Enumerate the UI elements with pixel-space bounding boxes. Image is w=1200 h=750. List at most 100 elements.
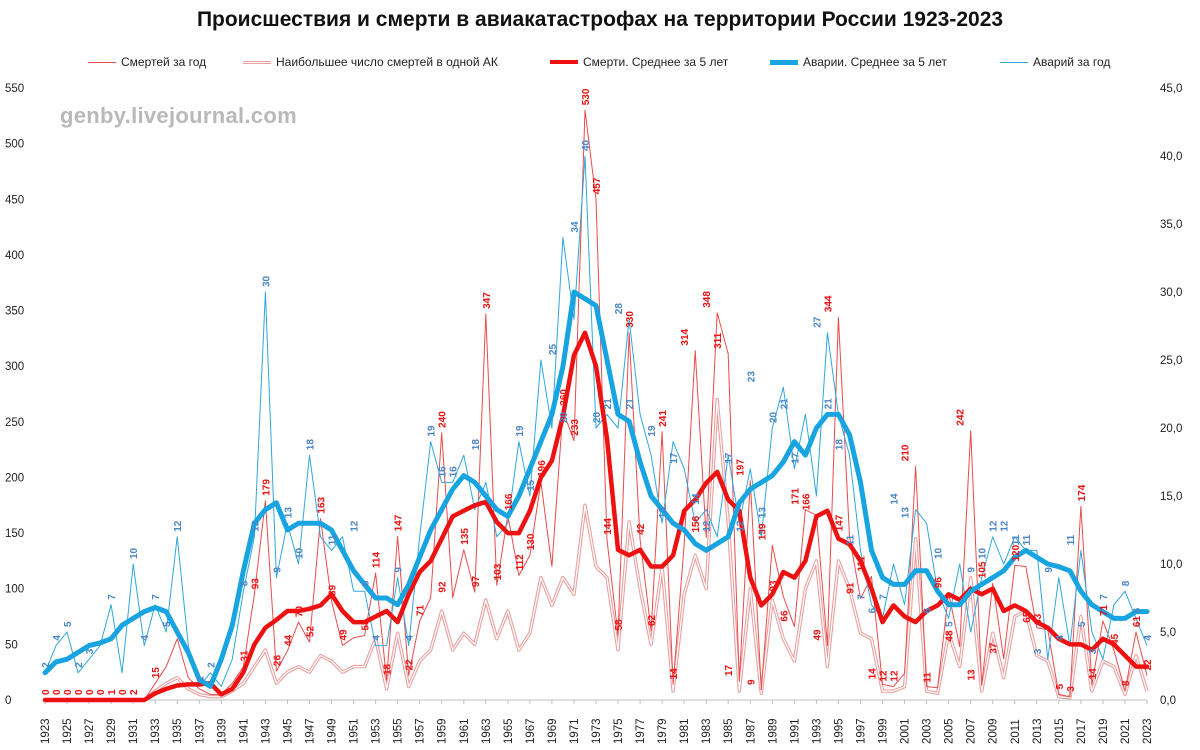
- data-label-deaths: 22: [405, 659, 416, 671]
- data-label-deaths: 144: [603, 518, 614, 535]
- data-label-deaths: 196: [537, 460, 548, 477]
- y-left-tick-label: 50: [5, 639, 18, 651]
- x-tick-label: 1975: [613, 718, 625, 744]
- x-tick-label: 1949: [327, 718, 339, 744]
- data-label-accidents: 8: [361, 580, 372, 586]
- x-tick-label: 1971: [569, 718, 581, 744]
- y-left-tick-label: 550: [5, 83, 24, 95]
- data-label-deaths: 139: [757, 523, 768, 540]
- data-label-deaths: 242: [956, 409, 967, 426]
- data-label-accidents: 12: [173, 520, 184, 532]
- data-label-deaths: 457: [592, 177, 603, 194]
- x-tick-label: 1963: [481, 718, 493, 744]
- data-label-deaths: 58: [614, 619, 625, 631]
- data-label-accidents: 19: [515, 425, 526, 437]
- data-label-accidents: 7: [107, 594, 118, 600]
- y-left-tick-label: 450: [5, 194, 24, 206]
- x-tick-label: 1993: [811, 718, 823, 744]
- data-label-deaths: 530: [581, 88, 592, 105]
- data-label-deaths: 156: [691, 515, 702, 532]
- data-label-deaths: 31: [239, 650, 250, 662]
- data-label-deaths: 71: [1099, 604, 1110, 616]
- data-label-accidents: 16: [449, 466, 460, 478]
- data-label-deaths: 330: [625, 311, 636, 328]
- data-label-accidents: 18: [471, 439, 482, 451]
- data-label-accidents: 21: [823, 398, 834, 410]
- data-label-accidents: 40: [581, 139, 592, 151]
- data-label-deaths: 0: [74, 689, 85, 695]
- data-label-accidents: 2: [206, 662, 217, 668]
- x-tick-label: 1925: [62, 718, 74, 744]
- data-label-accidents: 5: [945, 621, 956, 627]
- data-label-accidents: 7: [151, 594, 162, 600]
- data-label-accidents: 4: [1143, 635, 1154, 641]
- data-label-deaths: 11: [923, 672, 934, 683]
- data-label-deaths: 163: [317, 496, 328, 513]
- data-label-accidents: 12: [989, 520, 1000, 532]
- data-label-accidents: 13: [901, 507, 912, 519]
- data-label-deaths: 9: [746, 679, 757, 685]
- data-label-deaths: 260: [559, 389, 570, 406]
- x-tick-label: 1977: [635, 718, 647, 744]
- x-tick-label: 1987: [745, 718, 757, 744]
- data-label-deaths: 0: [52, 689, 63, 695]
- x-tick-label: 1959: [437, 718, 449, 744]
- legend-label-deaths-avg: Смерти. Среднее за 5 лет: [583, 55, 729, 69]
- legend-item-max-single: Наибольшее число смертей в одной АК: [243, 52, 498, 72]
- x-tick-label: 1979: [657, 718, 669, 744]
- data-label-deaths: 3: [1066, 686, 1077, 692]
- data-label-deaths: 93: [250, 578, 261, 590]
- data-label-deaths: 71: [416, 604, 427, 616]
- data-label-accidents: 11: [1022, 534, 1033, 545]
- data-label-deaths: 347: [482, 292, 493, 309]
- data-label-accidents: 5: [63, 621, 74, 627]
- data-label-deaths: 89: [328, 584, 339, 596]
- x-tick-label: 1961: [459, 718, 471, 744]
- data-label-accidents: 3: [1033, 648, 1044, 654]
- data-label-accidents: 21: [603, 398, 614, 410]
- y-left-tick-label: 150: [5, 528, 24, 540]
- data-label-accidents: 25: [548, 343, 559, 355]
- data-label-accidents: 4: [1055, 635, 1066, 641]
- data-label-accidents: 28: [614, 303, 625, 315]
- x-tick-label: 1929: [106, 718, 118, 744]
- y-right-tick-label: 35,0: [1160, 219, 1182, 231]
- data-label-deaths: 344: [823, 295, 834, 312]
- data-label-accidents: 10: [295, 547, 306, 559]
- data-label-deaths: 44: [283, 634, 294, 646]
- legend-item-deaths-avg: Смерти. Среднее за 5 лет: [550, 52, 728, 72]
- data-label-deaths: 22: [1143, 659, 1154, 671]
- x-tick-label: 1981: [679, 718, 691, 744]
- data-label-accidents: 9: [1044, 567, 1055, 573]
- data-label-accidents: 6: [923, 607, 934, 613]
- y-right-tick-label: 25,0: [1160, 355, 1182, 367]
- x-tick-label: 2023: [1142, 718, 1154, 744]
- data-label-accidents: 8: [239, 580, 250, 586]
- x-tick-label: 1989: [767, 718, 779, 744]
- x-tick-label: 2017: [1076, 718, 1088, 744]
- x-tick-label: 2015: [1054, 718, 1066, 744]
- data-label-accidents: 13: [757, 507, 768, 519]
- x-tick-label: 1943: [260, 718, 272, 744]
- data-label-deaths: 130: [526, 533, 537, 550]
- data-label-accidents: 5: [162, 621, 173, 627]
- data-label-deaths: 14: [669, 668, 680, 680]
- data-label-deaths: 26: [272, 655, 283, 667]
- x-tick-label: 2005: [944, 718, 956, 744]
- y-left-tick-label: 500: [5, 139, 24, 151]
- x-tick-label: 1951: [349, 718, 361, 744]
- data-label-accidents: 16: [438, 466, 449, 478]
- data-label-deaths: 147: [394, 514, 405, 531]
- legend-label-accidents-avg: Аварии. Среднее за 5 лет: [803, 55, 948, 69]
- series-line-deaths-avg: [42, 330, 1150, 703]
- data-label-deaths: 2: [129, 689, 140, 695]
- x-tick-label: 1999: [878, 718, 890, 744]
- data-label-deaths: 114: [372, 552, 383, 569]
- data-label-deaths: 97: [471, 576, 482, 588]
- data-label-accidents: 6: [868, 607, 879, 613]
- data-label-deaths: 0: [63, 689, 74, 695]
- y-left-tick-label: 350: [5, 306, 24, 318]
- data-label-accidents: 9: [967, 567, 978, 573]
- data-label-deaths: 66: [779, 610, 790, 622]
- x-tick-label: 1991: [789, 718, 801, 744]
